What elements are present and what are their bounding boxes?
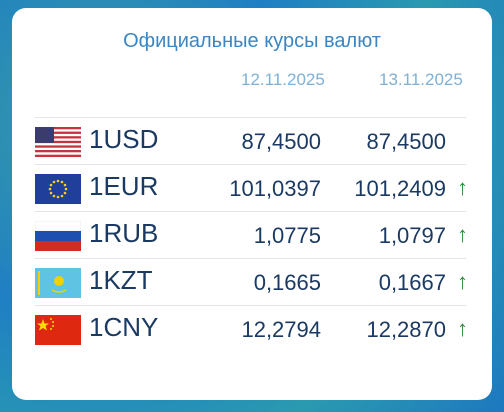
trend-arrow: ↑ [457,175,468,200]
rate: 12,2870 [366,317,446,342]
rate-row: 1USD 87,4500 87,4500 [35,117,466,165]
rate-row: 1CNY 12,2794 12,2870 ↑ [35,305,468,353]
currency-code: 1USD [89,124,159,154]
flag-us [35,127,81,157]
flag-cn [35,315,81,345]
rate: 12,2794 [241,317,321,342]
rate: 101,2409 [354,176,446,201]
rate: 0,1665 [253,270,321,295]
rate-row: 1KZT 0,1665 0,1667 ↑ [35,258,468,306]
title: Официальные курсы валют [123,30,381,52]
rate-row: 1EUR 101,0397 101,2409 ↑ [35,164,468,212]
trend-arrow: ↑ [457,316,468,341]
date: 13.11.2025 [379,70,463,89]
flag-ru [35,221,81,251]
currency-code: 1CNY [89,312,159,342]
date: 12.11.2025 [241,70,325,89]
rate: 87,4500 [366,129,446,154]
rate: 0,1667 [378,270,446,295]
rate-row: 1RUB 1,0775 1,0797 ↑ [35,211,468,259]
currency-code: 1EUR [89,171,159,201]
currency-code: 1RUB [89,218,159,248]
trend-arrow: ↑ [457,269,468,294]
rate: 101,0397 [229,176,321,201]
rate: 1,0797 [378,223,446,248]
flag-eu [35,174,81,204]
rate: 1,0775 [253,223,321,248]
flag-kz [35,268,81,298]
card [12,8,492,400]
currency-code: 1KZT [89,265,153,295]
rate: 87,4500 [241,129,321,154]
trend-arrow: ↑ [457,222,468,247]
